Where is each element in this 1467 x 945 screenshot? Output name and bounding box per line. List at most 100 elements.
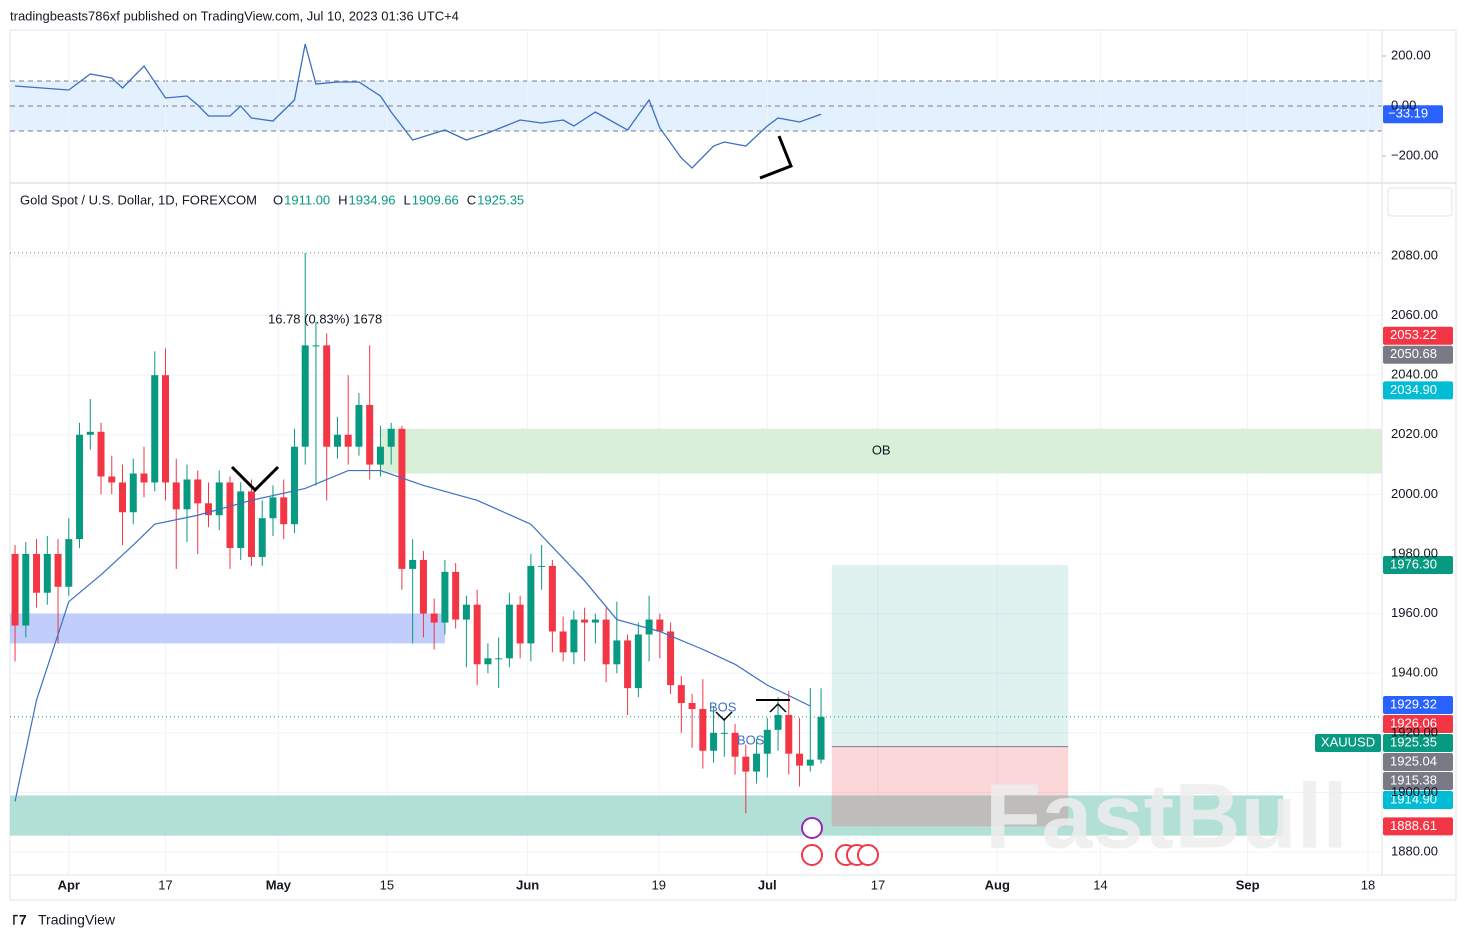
y-tick-label: 1960.00	[1391, 605, 1438, 620]
candle-body	[86, 431, 94, 435]
price-tag	[1383, 734, 1453, 753]
y-tick-label: 2060.00	[1391, 307, 1438, 322]
watermark: FastBull	[985, 765, 1348, 867]
zone-label: OB	[872, 443, 891, 458]
candle-body	[172, 482, 180, 510]
candle-body	[162, 375, 170, 483]
candle-body	[409, 559, 417, 569]
price-tag	[1383, 345, 1453, 364]
candle-body	[43, 553, 51, 593]
drawing-arrow	[715, 711, 733, 722]
y-tick-label: 1880.00	[1391, 843, 1438, 858]
candle-body	[129, 473, 137, 513]
candle-body	[11, 553, 19, 626]
candle-body	[688, 703, 696, 709]
candle-body	[398, 428, 406, 569]
candle-body	[581, 619, 589, 623]
zone	[380, 428, 1383, 474]
x-tick-label: Jun	[516, 877, 539, 892]
y-tick-label: 1980.00	[1391, 545, 1438, 560]
candle-body	[226, 482, 234, 549]
symbol-tag-label: XAUUSD	[1321, 734, 1375, 749]
candle-body	[796, 753, 804, 766]
price-tag-label: −33.19	[1388, 106, 1428, 121]
candle-body	[570, 619, 578, 653]
candle-body	[656, 619, 664, 632]
price-tag-label: 2050.68	[1390, 346, 1437, 361]
candle-body	[97, 431, 105, 477]
x-tick-label: 18	[1361, 877, 1375, 892]
ma-line	[14, 469, 811, 802]
event-icon[interactable]	[801, 844, 823, 866]
y-tick-label: 2080.00	[1391, 247, 1438, 262]
candle-body	[355, 404, 363, 447]
candle-body	[119, 482, 127, 513]
price-tag-label: 1925.04	[1390, 753, 1437, 768]
price-tag	[1383, 791, 1453, 810]
price-tag	[1383, 381, 1453, 400]
symbol-title: Gold Spot / U.S. Dollar, 1D, FOREXCOM	[20, 192, 257, 207]
candle-body	[441, 571, 449, 623]
x-tick-label: Jul	[758, 877, 777, 892]
y-tick-label: −200.00	[1391, 147, 1438, 162]
candle-body	[108, 476, 116, 483]
ohlc-value: 1925.35	[477, 192, 524, 207]
x-tick-label: 17	[158, 877, 172, 892]
candle-body	[817, 716, 825, 760]
price-tag	[1383, 772, 1453, 791]
candle-body	[333, 434, 341, 447]
candle-body	[194, 479, 202, 504]
ohlc-value: 1911.00	[284, 192, 330, 207]
candle-body	[247, 491, 255, 557]
ohlc-key: C	[467, 192, 476, 207]
candle-body	[215, 482, 223, 516]
candle-body	[710, 732, 718, 751]
candle-body	[269, 497, 277, 519]
candle-body	[505, 604, 513, 659]
candle-body	[591, 619, 599, 623]
position-stop	[831, 746, 1069, 827]
candle-body	[151, 375, 159, 483]
price-tag	[1383, 715, 1453, 734]
y-tick-label: 2020.00	[1391, 426, 1438, 441]
y-tick-label: 0.00	[1391, 97, 1416, 112]
pane-button[interactable]	[1387, 187, 1453, 217]
x-tick-label: Sep	[1236, 877, 1260, 892]
ohlc-key: L	[404, 192, 411, 207]
cci-line	[15, 43, 822, 169]
candle-body	[538, 565, 546, 567]
candle-body	[344, 434, 352, 447]
candle-body	[699, 708, 707, 751]
drawing-arrow	[769, 702, 787, 713]
price-tag-label: 1914.90	[1390, 791, 1437, 806]
candle-body	[753, 753, 761, 772]
drawing-arrow	[759, 135, 793, 180]
zone	[10, 795, 1284, 836]
candle-body	[280, 497, 288, 525]
candle-body	[419, 559, 427, 614]
candle-body	[720, 732, 728, 734]
y-tick-label: 2000.00	[1391, 486, 1438, 501]
event-icon[interactable]	[857, 844, 879, 866]
x-tick-label: 17	[871, 877, 885, 892]
event-icon[interactable]	[801, 817, 823, 839]
price-tag-label: 1976.30	[1390, 556, 1437, 571]
x-tick-label: Aug	[985, 877, 1010, 892]
price-tag	[1383, 753, 1453, 772]
price-tag	[1383, 105, 1443, 124]
candle-body	[312, 345, 320, 347]
x-tick-label: 19	[652, 877, 666, 892]
candle-body	[602, 619, 610, 665]
candle-body	[140, 473, 148, 483]
chart-frame	[9, 29, 1457, 901]
candle-body	[634, 634, 642, 689]
candle-body	[645, 619, 653, 635]
price-tag-label: 2053.22	[1390, 327, 1437, 342]
candle-body	[495, 658, 503, 660]
y-tick-label: 1920.00	[1391, 724, 1438, 739]
candle-body	[559, 631, 567, 653]
footer-logo: TradingView	[38, 912, 116, 928]
bos-label: BOS	[737, 732, 765, 747]
